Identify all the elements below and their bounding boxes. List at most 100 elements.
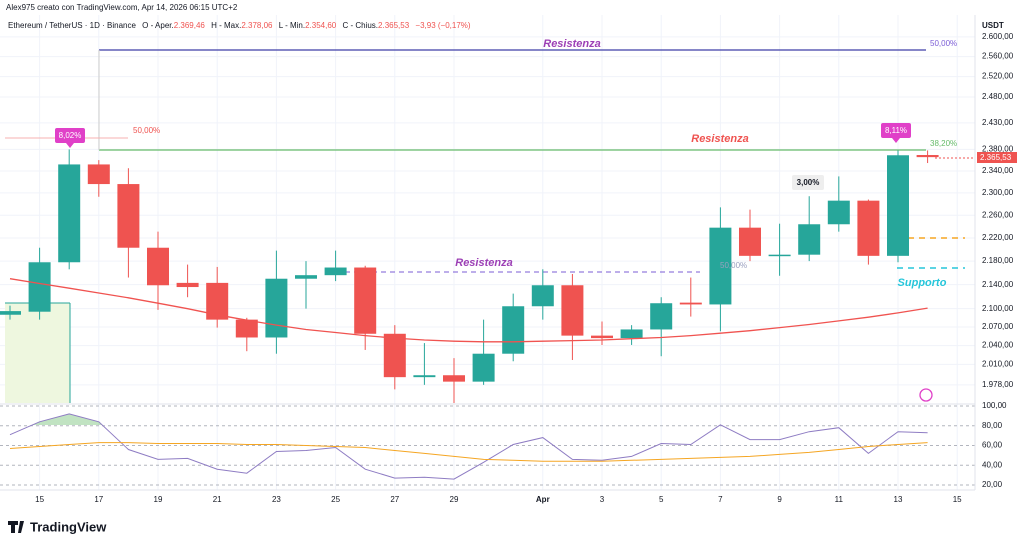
candle-body (798, 224, 821, 255)
candle-body (413, 375, 436, 378)
y-tick-label: 2.010,00 (982, 360, 1014, 369)
candle-body (502, 306, 525, 354)
last-price-label: 2.365,53 (980, 153, 1012, 162)
open-label: O - Aper. (142, 21, 174, 30)
candle-body (709, 227, 732, 305)
candle-body (28, 262, 51, 312)
fib-label: 50,00% (133, 126, 160, 135)
high-label: H - Max. (211, 21, 241, 30)
candle-body (857, 200, 880, 256)
candle-body (739, 227, 761, 256)
x-tick-label: 27 (390, 495, 399, 504)
x-tick-label: 23 (272, 495, 281, 504)
y-tick-label: 40,00 (982, 460, 1003, 469)
pct-label: 8,02% (59, 131, 82, 140)
candle-body (87, 164, 110, 185)
annotation: Resistenza (455, 257, 512, 269)
fib-label: 50,00% (930, 39, 957, 48)
candle-body (354, 267, 377, 334)
close-value: 2.365,53 (378, 21, 410, 30)
indicator-line (9, 442, 928, 462)
y-tick-label: 80,00 (982, 421, 1003, 430)
y-tick-label: 2.600,00 (982, 32, 1014, 41)
x-tick-label: 29 (450, 495, 459, 504)
candle-body (176, 282, 199, 288)
x-tick-label: 15 (35, 495, 44, 504)
candle-body (887, 155, 909, 256)
candle-body (324, 267, 347, 276)
author-line: Alex975 creato con TradingView.com, Apr … (6, 3, 238, 12)
y-tick-label: 2.220,00 (982, 233, 1014, 242)
x-tick-label: 11 (835, 495, 844, 504)
change-value: −3,93 (−0,17%) (415, 21, 470, 30)
alert-icon[interactable] (919, 388, 933, 402)
y-tick-label: 100,00 (982, 401, 1007, 410)
high-value: 2.378,06 (241, 21, 273, 30)
y-tick-label: 1.978,00 (982, 380, 1014, 389)
pct-label: 8,11% (885, 126, 907, 135)
currency: USDT (982, 21, 1004, 30)
candle-body (561, 285, 584, 336)
y-tick-label: 2.070,00 (982, 322, 1014, 331)
y-tick-label: 20,00 (982, 480, 1003, 489)
pct-box (881, 123, 911, 138)
symbol-line: Ethereum / TetherUS · 1D · Binance O - A… (8, 21, 471, 30)
x-tick-label: 25 (331, 495, 340, 504)
candle-body (383, 333, 406, 378)
x-tick-label: 3 (600, 495, 605, 504)
annotation: Resistenza (691, 133, 748, 145)
annotation: Resistenza (543, 38, 600, 50)
last-price-box (977, 152, 1017, 163)
fib-label: 50,00% (720, 261, 747, 270)
candle-body (295, 275, 317, 279)
y-tick-label: 2.520,00 (982, 72, 1014, 81)
candle-body (235, 319, 258, 338)
y-tick-label: 2.180,00 (982, 256, 1014, 265)
candle-body (443, 375, 465, 382)
x-tick-label: 17 (94, 495, 103, 504)
candle-body (531, 285, 554, 307)
candle-body (591, 335, 613, 339)
x-tick-label: 13 (894, 495, 903, 504)
x-tick-label: 7 (718, 495, 723, 504)
y-tick-label: 2.260,00 (982, 210, 1014, 219)
annotation: Supporto (898, 277, 947, 289)
candle-body (768, 254, 791, 257)
candle-body (265, 278, 288, 338)
moving-average (9, 278, 928, 343)
x-tick-label: 9 (777, 495, 782, 504)
pct-box (55, 128, 85, 143)
indicator-line (9, 413, 928, 480)
candle-body (827, 200, 850, 225)
x-tick-label: 5 (659, 495, 664, 504)
candle-body (58, 164, 81, 263)
low-value: 2.354,60 (305, 21, 337, 30)
candle-body (679, 302, 702, 305)
y-tick-label: 2.560,00 (982, 52, 1014, 61)
candle-body (206, 282, 229, 320)
x-tick-label: 15 (953, 495, 962, 504)
pct-label: 3,00% (797, 178, 820, 187)
pct-pointer (66, 143, 74, 148)
logo-icon (8, 521, 24, 533)
logo-text: TradingView (30, 519, 107, 534)
y-tick-label: 2.340,00 (982, 166, 1014, 175)
candle-body (472, 353, 495, 382)
y-tick-label: 2.040,00 (982, 341, 1014, 350)
candle-body (147, 247, 169, 286)
y-tick-label: 2.380,00 (982, 144, 1014, 153)
y-tick-label: 2.140,00 (982, 280, 1014, 289)
pct-pointer (892, 138, 900, 143)
y-tick-label: 2.100,00 (982, 304, 1014, 313)
candle-body (117, 184, 140, 248)
x-tick-label: Apr (536, 495, 550, 504)
y-tick-label: 2.430,00 (982, 118, 1014, 127)
candle-body (916, 155, 939, 158)
y-tick-label: 60,00 (982, 441, 1003, 450)
candle-body (650, 303, 673, 330)
pct-box (792, 175, 824, 190)
y-tick-label: 2.300,00 (982, 188, 1014, 197)
zone-box (5, 303, 70, 403)
close-label: C - Chius. (342, 21, 378, 30)
